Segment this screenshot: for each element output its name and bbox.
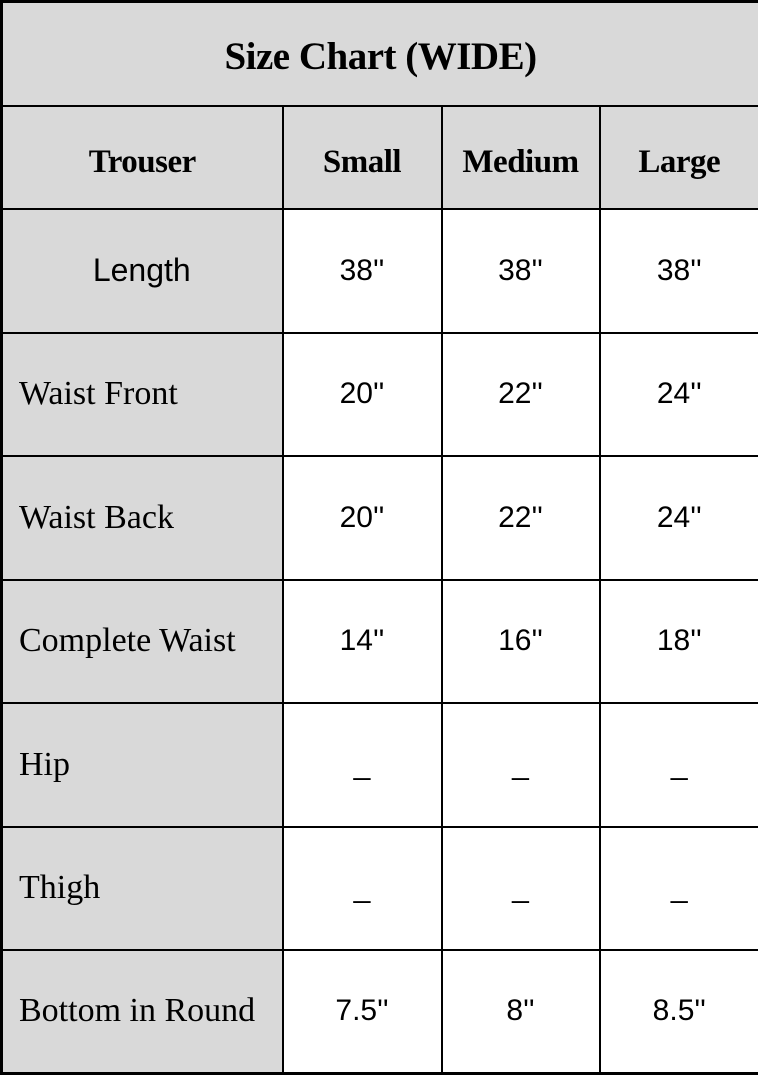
value-cell: 38'' [281, 208, 443, 334]
header-row: Trouser Small Medium Large [0, 104, 758, 211]
table-title: Size Chart (WIDE) [0, 0, 758, 107]
table-row-bottom-in-round: Bottom in Round 7.5'' 8'' 8.5'' [0, 948, 758, 1075]
column-header-medium: Medium [440, 104, 601, 211]
value-cell: 20'' [281, 455, 443, 581]
value-cell: 24'' [598, 331, 758, 458]
table-row-waist-front: Waist Front 20'' 22'' 24'' [0, 331, 758, 458]
value-cell: 20'' [281, 331, 443, 458]
value-cell: 38'' [440, 208, 601, 334]
value-cell: _ [440, 702, 601, 828]
title-row: Size Chart (WIDE) [0, 0, 758, 107]
value-cell: _ [281, 702, 443, 828]
column-header-small: Small [281, 104, 443, 211]
value-cell: _ [281, 825, 443, 951]
value-cell: _ [598, 702, 758, 828]
value-cell: 22'' [440, 331, 601, 458]
row-label-waist-back: Waist Back [0, 455, 284, 581]
value-cell: _ [440, 825, 601, 951]
column-header-trouser: Trouser [0, 104, 284, 211]
value-cell: 24'' [598, 455, 758, 581]
table-row-complete-waist: Complete Waist 14'' 16'' 18'' [0, 578, 758, 705]
value-cell: 14'' [281, 578, 443, 705]
value-cell: 16'' [440, 578, 601, 705]
table-row-waist-back: Waist Back 20'' 22'' 24'' [0, 455, 758, 581]
value-cell: 38'' [598, 208, 758, 334]
value-cell: 8'' [440, 948, 601, 1075]
row-label-complete-waist: Complete Waist [0, 578, 284, 705]
row-label-bottom-in-round: Bottom in Round [0, 948, 284, 1075]
value-cell: 18'' [598, 578, 758, 705]
table-row-length: Length 38'' 38'' 38'' [0, 208, 758, 334]
value-cell: 22'' [440, 455, 601, 581]
row-label-thigh: Thigh [0, 825, 284, 951]
table-row-hip: Hip _ _ _ [0, 702, 758, 828]
value-cell: 8.5'' [598, 948, 758, 1075]
column-header-large: Large [598, 104, 758, 211]
value-cell: 7.5'' [281, 948, 443, 1075]
value-cell: _ [598, 825, 758, 951]
table-row-thigh: Thigh _ _ _ [0, 825, 758, 951]
row-label-hip: Hip [0, 702, 284, 828]
row-label-length: Length [0, 208, 284, 334]
row-label-waist-front: Waist Front [0, 331, 284, 458]
